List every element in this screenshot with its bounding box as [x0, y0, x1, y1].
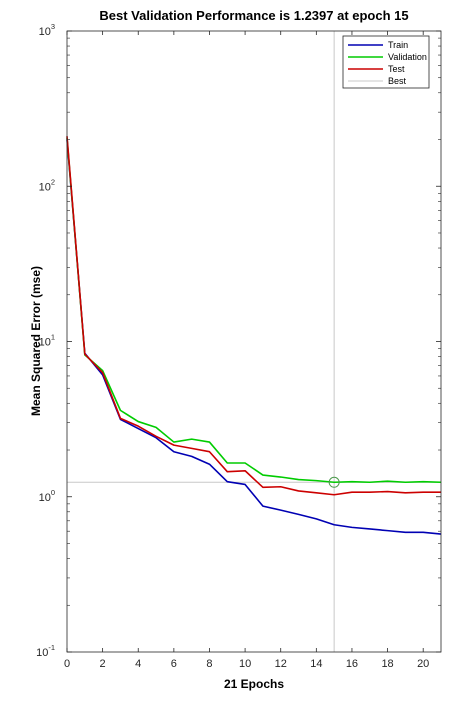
legend: Train Validation Test Best — [342, 35, 430, 89]
y-tick-exponent: 0 — [51, 488, 55, 497]
plot-area — [67, 31, 441, 652]
x-tick-label: 8 — [206, 658, 212, 670]
y-tick-base: 10 — [39, 26, 51, 38]
y-tick-exponent: 2 — [51, 177, 55, 186]
y-tick-base: 10 — [36, 647, 48, 659]
y-tick-label: 10-1 — [36, 643, 55, 659]
x-tick-label: 2 — [100, 658, 106, 670]
series-line-validation — [66, 137, 442, 484]
y-tick-base: 10 — [39, 492, 51, 504]
series-line-train — [66, 139, 442, 535]
legend-label-test: Test — [388, 64, 405, 74]
y-tick-exponent: -1 — [48, 643, 55, 652]
y-tick-base: 10 — [39, 337, 51, 349]
x-tick-label: 4 — [135, 658, 141, 670]
series-line-test — [66, 136, 441, 496]
x-tick-label: 20 — [417, 658, 429, 670]
x-tick-label: 16 — [346, 658, 358, 670]
y-tick-base: 10 — [39, 181, 51, 193]
x-tick-label: 10 — [239, 658, 251, 670]
x-tick-label: 14 — [310, 658, 322, 670]
x-tick-label: 12 — [275, 658, 287, 670]
series-lines — [66, 136, 442, 535]
legend-box — [342, 35, 430, 89]
y-tick-label: 100 — [39, 488, 55, 504]
best-marker-layer — [328, 476, 340, 488]
legend-label-train: Train — [388, 40, 408, 50]
y-tick-label: 103 — [39, 22, 55, 38]
legend-label-validation: Validation — [388, 52, 427, 62]
y-tick-label: 101 — [39, 333, 55, 349]
y-axis-label: Mean Squared Error (mse) — [29, 266, 43, 416]
y-tick-exponent: 1 — [51, 333, 55, 342]
chart-title: Best Validation Performance is 1.2397 at… — [99, 8, 408, 23]
x-axis-label: 21 Epochs — [224, 677, 284, 691]
y-tick-exponent: 3 — [51, 22, 55, 31]
legend-label-best: Best — [388, 76, 407, 86]
x-tick-label: 0 — [64, 658, 70, 670]
y-tick-label: 102 — [39, 177, 55, 193]
x-tick-label: 18 — [381, 658, 393, 670]
x-tick-label: 6 — [171, 658, 177, 670]
best-point-marker — [328, 476, 340, 488]
x-axis: 0 2 4 6 8 10 12 14 16 18 20 — [64, 31, 429, 670]
